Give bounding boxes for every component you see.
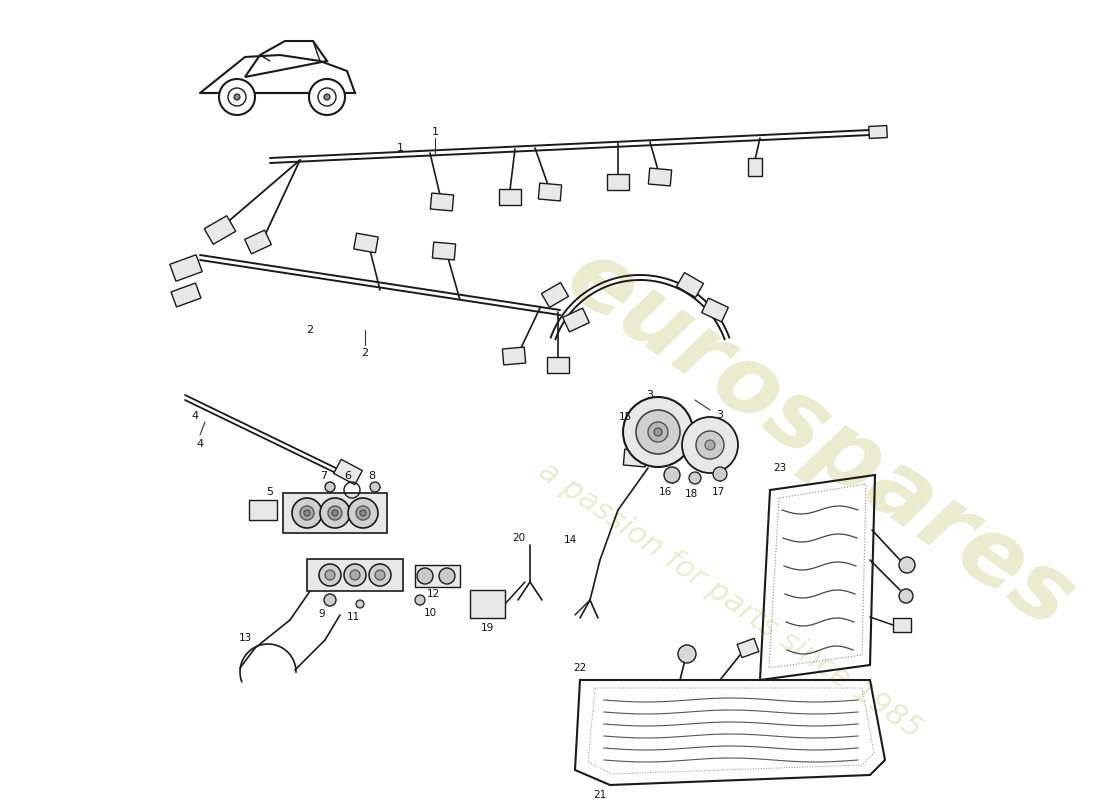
Bar	[893, 618, 911, 632]
Circle shape	[356, 506, 370, 520]
Bar	[748, 158, 762, 176]
Text: 8: 8	[368, 471, 375, 481]
Bar	[432, 242, 455, 260]
Text: 3: 3	[716, 410, 724, 420]
Circle shape	[328, 506, 342, 520]
Circle shape	[417, 568, 433, 584]
Circle shape	[648, 422, 668, 442]
Circle shape	[678, 645, 696, 663]
Text: 22: 22	[573, 663, 586, 673]
Text: eurospares: eurospares	[549, 231, 1091, 649]
Circle shape	[304, 510, 310, 516]
Bar	[676, 273, 704, 298]
Bar	[244, 230, 272, 254]
Text: 3: 3	[647, 390, 653, 400]
Bar	[648, 168, 672, 186]
Circle shape	[899, 589, 913, 603]
Text: 16: 16	[659, 487, 672, 497]
Circle shape	[228, 88, 246, 106]
Circle shape	[682, 417, 738, 473]
Circle shape	[324, 570, 336, 580]
Circle shape	[234, 94, 240, 100]
Circle shape	[350, 570, 360, 580]
Circle shape	[899, 557, 915, 573]
Text: 4: 4	[191, 411, 199, 421]
Circle shape	[623, 397, 693, 467]
Bar	[562, 308, 590, 332]
Bar	[607, 174, 629, 190]
Text: 20: 20	[513, 533, 526, 543]
Text: 6: 6	[344, 471, 352, 481]
Bar	[205, 216, 235, 244]
Text: 1: 1	[396, 143, 404, 153]
Text: 12: 12	[427, 589, 440, 599]
Circle shape	[654, 428, 662, 436]
Circle shape	[368, 564, 390, 586]
Text: 11: 11	[346, 612, 360, 622]
Bar	[869, 126, 888, 138]
Circle shape	[318, 88, 336, 106]
Circle shape	[664, 467, 680, 483]
Circle shape	[344, 564, 366, 586]
Circle shape	[300, 506, 313, 520]
Bar	[415, 565, 460, 587]
Text: 21: 21	[593, 790, 606, 800]
Text: 18: 18	[684, 489, 697, 499]
Bar	[169, 254, 202, 282]
Circle shape	[439, 568, 455, 584]
Bar	[547, 357, 569, 373]
Circle shape	[375, 570, 385, 580]
Circle shape	[356, 600, 364, 608]
Circle shape	[696, 431, 724, 459]
Text: 17: 17	[712, 487, 725, 497]
Text: 1: 1	[431, 127, 439, 137]
Bar	[541, 282, 569, 307]
Bar	[333, 459, 362, 485]
Text: 7: 7	[320, 471, 328, 481]
Bar	[470, 590, 505, 618]
Circle shape	[292, 498, 322, 528]
Circle shape	[324, 482, 336, 492]
Text: 19: 19	[481, 623, 494, 633]
Text: 9: 9	[319, 609, 326, 619]
Bar	[249, 500, 277, 520]
Bar	[538, 183, 562, 201]
Circle shape	[319, 564, 341, 586]
Text: 4: 4	[197, 439, 204, 449]
Circle shape	[324, 594, 336, 606]
Text: 2: 2	[307, 325, 314, 335]
Circle shape	[370, 482, 379, 492]
Bar	[737, 638, 759, 658]
Bar	[170, 283, 201, 307]
Circle shape	[348, 498, 378, 528]
Bar	[430, 193, 453, 211]
Circle shape	[309, 79, 345, 115]
Bar	[307, 559, 403, 591]
Bar	[499, 189, 521, 205]
Text: a passion for parts since 1985: a passion for parts since 1985	[532, 456, 927, 744]
Text: 5: 5	[266, 487, 274, 497]
Text: 2: 2	[362, 348, 369, 358]
Text: 15: 15	[618, 412, 631, 422]
Circle shape	[219, 79, 255, 115]
Bar	[354, 234, 378, 253]
Bar	[283, 493, 387, 533]
Circle shape	[332, 510, 338, 516]
Bar	[624, 449, 647, 467]
Circle shape	[324, 94, 330, 100]
Bar	[503, 347, 526, 365]
Bar	[702, 298, 728, 322]
Circle shape	[689, 472, 701, 484]
Circle shape	[415, 595, 425, 605]
Circle shape	[713, 467, 727, 481]
Text: 23: 23	[773, 463, 786, 473]
Circle shape	[360, 510, 366, 516]
Text: 10: 10	[424, 608, 437, 618]
Circle shape	[705, 440, 715, 450]
Text: 14: 14	[563, 535, 576, 545]
Circle shape	[636, 410, 680, 454]
Circle shape	[320, 498, 350, 528]
Text: 13: 13	[239, 633, 252, 643]
